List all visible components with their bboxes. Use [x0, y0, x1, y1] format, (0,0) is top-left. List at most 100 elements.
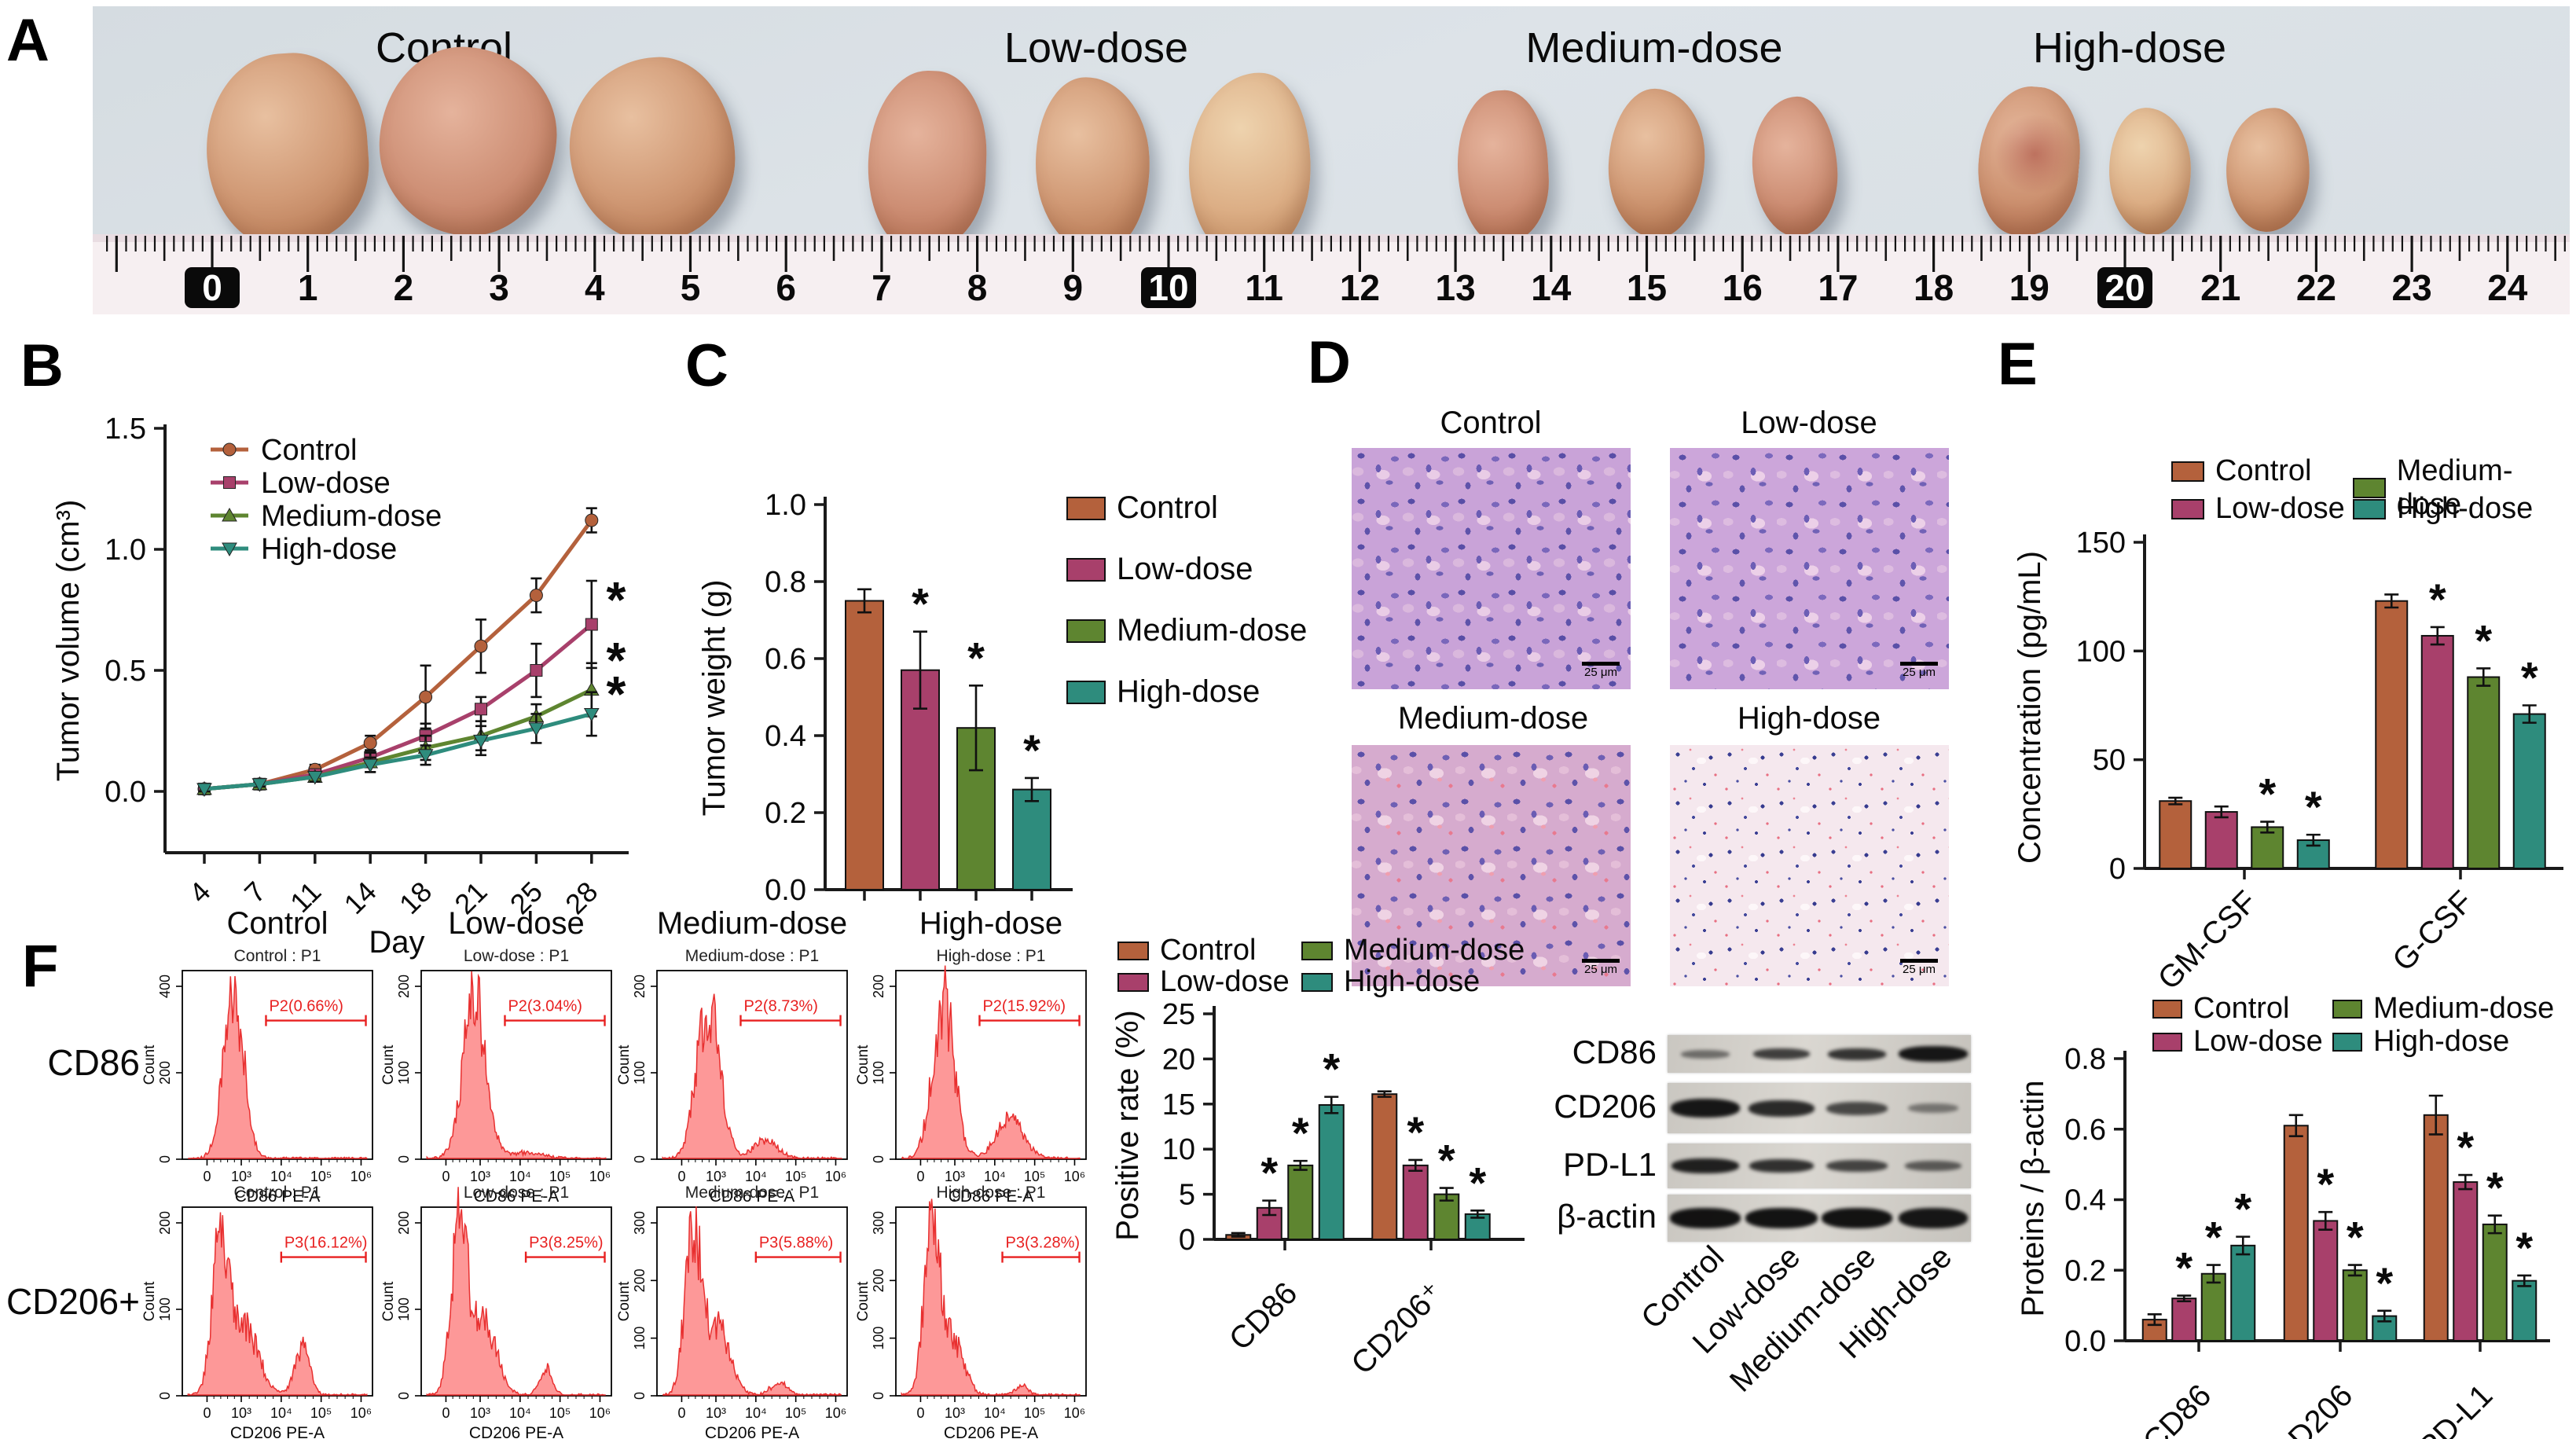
- svg-text:15: 15: [1627, 267, 1667, 308]
- svg-text:*: *: [2205, 1213, 2222, 1262]
- legend-swatch: [1117, 972, 1149, 992]
- scale-bar-label: 25 μm: [1584, 963, 1617, 976]
- scale-bar-line: [1900, 662, 1938, 666]
- legend-swatch: [1301, 972, 1333, 992]
- svg-text:400: 400: [157, 975, 173, 998]
- svg-text:300: 300: [871, 1211, 886, 1235]
- blot-row-label: PD-L1: [1562, 1145, 1657, 1183]
- svg-text:Day: Day: [369, 925, 424, 960]
- svg-text:13: 13: [1436, 267, 1476, 308]
- svg-text:Count: Count: [616, 1281, 633, 1321]
- legend-swatch: [1066, 496, 1106, 520]
- svg-text:10³: 10³: [706, 1169, 726, 1184]
- svg-text:*: *: [912, 579, 929, 629]
- svg-text:10⁵: 10⁵: [785, 1405, 806, 1421]
- svg-text:0.0: 0.0: [765, 874, 806, 907]
- svg-text:25: 25: [1162, 998, 1195, 1031]
- svg-text:*: *: [2234, 1184, 2251, 1234]
- blot-strip: [1668, 1195, 1971, 1242]
- svg-text:10⁶: 10⁶: [1064, 1169, 1085, 1184]
- legend-item: High-dose: [1301, 965, 1480, 999]
- blot-band: [1826, 1160, 1888, 1172]
- svg-text:1.0: 1.0: [765, 489, 806, 522]
- legend-label: Control: [2215, 454, 2312, 487]
- svg-text:Count: Count: [141, 1044, 158, 1085]
- panel-a-group-label: High-dose: [2032, 24, 2227, 72]
- legend-item: Control: [1066, 490, 1218, 526]
- svg-text:*: *: [607, 571, 626, 628]
- blot-band: [1681, 1049, 1730, 1059]
- legend-label: Low-dose: [1160, 965, 1290, 998]
- blot-band: [1745, 1208, 1818, 1228]
- panel-letter-f: F: [22, 933, 59, 1000]
- svg-text:P2(8.73%): P2(8.73%): [743, 998, 818, 1015]
- scale-bar: 25 μm: [1582, 662, 1620, 680]
- svg-text:CD86 PE-A: CD86 PE-A: [710, 1188, 795, 1206]
- scale-bar-line: [1582, 662, 1620, 666]
- legend-item: Control: [2152, 992, 2290, 1026]
- svg-text:10⁶: 10⁶: [350, 1169, 372, 1184]
- svg-text:PD-L1: PD-L1: [2412, 1378, 2499, 1439]
- blot-strip: [1668, 1083, 1971, 1133]
- blot-band: [1899, 1046, 1968, 1062]
- legend-swatch: [2332, 999, 2362, 1019]
- legend-label: High-dose: [1117, 674, 1260, 709]
- blot-band: [1905, 1161, 1961, 1171]
- legend-label: Medium-dose: [2396, 454, 2513, 521]
- svg-text:100: 100: [871, 1061, 886, 1085]
- panel-c-bar-chart: 0.0 0.2 0.4 0.6 0.8 1.0 Tumor weight (g) * * *: [697, 489, 1073, 907]
- svg-text:10⁶: 10⁶: [825, 1169, 846, 1184]
- svg-text:CD206 PE-A: CD206 PE-A: [944, 1424, 1038, 1439]
- svg-text:10⁴: 10⁴: [984, 1405, 1006, 1421]
- legend-item: Control: [2171, 454, 2312, 488]
- svg-text:Tumor volume (cm³): Tumor volume (cm³): [51, 500, 86, 782]
- svg-text:21: 21: [2200, 267, 2240, 308]
- svg-text:*: *: [1407, 1107, 1424, 1157]
- svg-text:10³: 10³: [470, 1405, 490, 1421]
- svg-text:10³: 10³: [470, 1169, 490, 1184]
- svg-text:200: 200: [632, 1268, 648, 1292]
- svg-text:P3(8.25%): P3(8.25%): [529, 1235, 604, 1252]
- svg-text:Low-dose: Low-dose: [261, 467, 391, 500]
- legend-item: High-dose: [1066, 674, 1260, 710]
- svg-text:*: *: [2317, 1159, 2334, 1209]
- legend-label: Control: [1160, 934, 1257, 967]
- svg-text:Control: Control: [227, 906, 328, 941]
- legend-item: High-dose: [2353, 492, 2533, 526]
- svg-text:High-dose: High-dose: [261, 533, 397, 566]
- svg-text:10⁵: 10⁵: [785, 1169, 806, 1184]
- svg-text:0.4: 0.4: [2064, 1184, 2106, 1217]
- legend-label: High-dose: [2373, 1025, 2510, 1058]
- svg-text:0.2: 0.2: [2064, 1254, 2106, 1287]
- svg-text:9: 9: [1063, 267, 1084, 308]
- flow-plot: Control : P1 0 100 200 Count 0 10³ 10⁴ 10⁵ 10⁶ CD2…: [141, 1184, 373, 1439]
- svg-text:7: 7: [872, 267, 892, 308]
- flow-plot: Medium-dose : P1 0 100 200 300 Count 0 10³ 10⁴ 10…: [616, 1184, 848, 1439]
- svg-text:Low-dose: Low-dose: [448, 906, 584, 941]
- svg-text:P2(3.04%): P2(3.04%): [508, 998, 582, 1015]
- svg-text:*: *: [2521, 653, 2538, 703]
- svg-text:0.6: 0.6: [2064, 1114, 2106, 1147]
- legend-swatch: [2353, 498, 2386, 519]
- scale-bar-label: 25 μm: [1903, 666, 1936, 679]
- svg-text:*: *: [2305, 782, 2322, 831]
- scale-bar-label: 25 μm: [1584, 666, 1617, 679]
- svg-text:10⁴: 10⁴: [509, 1405, 531, 1421]
- svg-text:*: *: [607, 632, 626, 688]
- svg-text:0: 0: [202, 267, 222, 308]
- blot-band: [1749, 1099, 1815, 1117]
- svg-text:P3(3.28%): P3(3.28%): [1006, 1235, 1081, 1252]
- svg-text:*: *: [1260, 1148, 1278, 1198]
- svg-text:0: 0: [203, 1169, 211, 1184]
- svg-text:10⁵: 10⁵: [310, 1405, 332, 1421]
- svg-text:4: 4: [183, 876, 217, 909]
- svg-text:0.0: 0.0: [2064, 1325, 2106, 1358]
- svg-text:10³: 10³: [945, 1169, 965, 1184]
- panel-f-headers: Control Low-dose Medium-dose High-doseCD86C…: [6, 906, 1062, 1322]
- scale-bar: 25 μm: [1582, 959, 1620, 977]
- blot-row-label: CD206: [1554, 1088, 1657, 1125]
- scale-bar-label: 25 μm: [1903, 963, 1936, 976]
- panel-g-bar-chart: 0.0 0.2 0.4 0.6 0.8 Proteins / β-actin CD86 CD2…: [2016, 1043, 2550, 1439]
- legend-swatch: [2171, 461, 2204, 482]
